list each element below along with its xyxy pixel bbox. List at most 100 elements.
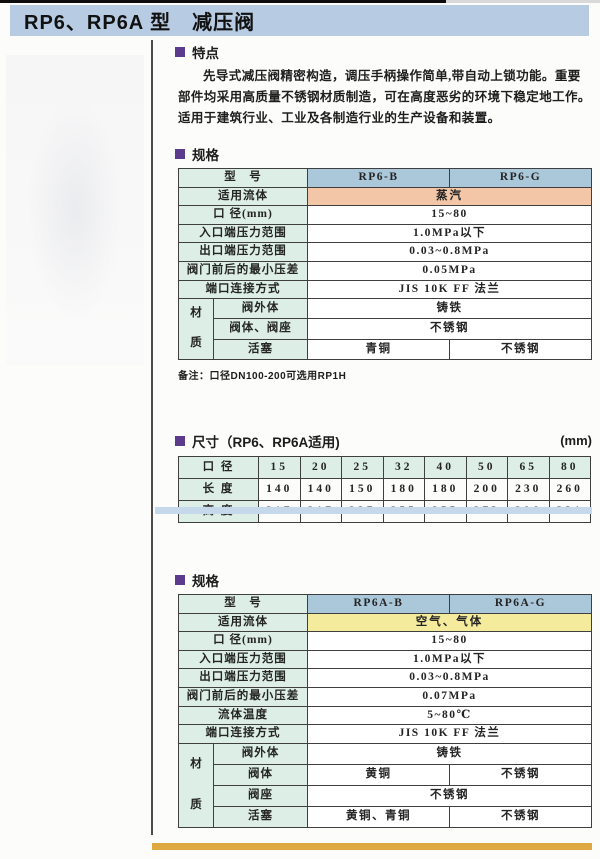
dims-size-label-cell: 口 径 [178,455,259,479]
inlet-label-cell: 入口端压力范围 [178,649,308,670]
scan-edge-strip-light [446,0,600,3]
table-row: 活塞 黄铜、青铜 不锈钢 [179,805,592,828]
page-title-bar: RP6、RP6A 型 减压阀 [10,5,589,36]
product-photo-faint [6,55,144,365]
vertical-divider [151,40,153,835]
body-seat-label-cell: 阀体、阀座 [213,318,308,340]
spec-rp6a-heading-label: 规格 [192,573,219,589]
spec-rp6-heading-label: 规格 [192,148,219,163]
dimensions-unit-label: (mm) [560,433,592,449]
piston-label-cell: 活塞 [213,338,308,360]
spec-rp6a-table: 型 号 RP6A-B RP6A-G 适用流体 空气、气体 口 径(mm) 15~… [178,593,592,828]
min-diff-label-cell: 阀门前后的最小压差 [178,260,308,281]
material-group-cell: 材质 [178,298,214,360]
content-column: 特点 先导式减压阀精密构造，调压手柄操作简单,带自动上锁功能。重要部件均采用高质… [163,40,595,828]
spec-rp6a-heading: 规格 [175,570,595,590]
table-row: 阀座 不锈钢 [179,784,592,807]
dims-size-cell: 50 [465,455,508,479]
fluid-value-cell: 空气、气体 [307,612,592,633]
model-b-cell: RP6-B [307,168,450,188]
piston-b-value-cell: 黄铜、青铜 [307,805,450,828]
dims-length-cell: 230 [507,477,550,501]
table-row: 入口端压力范围 1.0MPa以下 [178,649,592,670]
connection-label-cell: 端口连接方式 [178,724,308,744]
dims-size-cell: 80 [548,455,591,479]
dims-size-cell: 40 [424,455,467,479]
outlet-value-cell: 0.03~0.8MPa [307,668,592,688]
dimensions-heading: 尺寸（RP6、RP6A适用) [175,431,340,451]
table-row: 流体温度 5~80℃ [178,705,592,726]
table-row: 阀体 黄铜 不锈钢 [179,763,592,786]
dims-length-label-cell: 长 度 [178,477,259,501]
features-paragraph: 先导式减压阀精密构造，调压手柄操作简单,带自动上锁功能。重要部件均采用高质量不锈… [178,69,591,125]
outlet-label-cell: 出口端压力范围 [178,242,308,262]
scan-edge-strip [0,0,446,3]
body-outer-value-cell: 铸铁 [307,298,592,320]
square-bullet-icon [175,47,185,57]
bottom-accent-bar [152,843,592,850]
dims-size-cell: 15 [258,455,301,479]
table-row: 活塞 青铜 不锈钢 [179,338,592,360]
table-row: 口 径(mm) 15~80 [178,631,592,651]
outlet-label-cell: 出口端压力范围 [178,668,308,688]
features-heading-label: 特点 [192,46,219,61]
page-title: RP6、RP6A 型 减压阀 [24,12,256,34]
size-label-cell: 口 径(mm) [178,205,308,225]
table-row: 入口端压力范围 1.0MPa以下 [178,223,592,244]
dims-size-cell: 25 [341,455,384,479]
connection-value-cell: JIS 10K FF 法兰 [307,279,592,300]
table-row: 适用流体 蒸汽 [178,186,592,207]
dimensions-heading-row: 尺寸（RP6、RP6A适用) (mm) [163,431,595,451]
seat-value-cell: 不锈钢 [307,784,592,807]
spec-rp6-heading: 规格 [175,144,595,164]
seat-label-cell: 阀座 [213,784,308,807]
table-row: 出口端压力范围 0.03~0.8MPa [178,242,592,262]
fluid-label-cell: 适用流体 [178,612,308,633]
size-value-cell: 15~80 [307,631,592,651]
body-g-value-cell: 不锈钢 [449,763,592,786]
dims-length-cell: 260 [548,477,591,501]
size-value-cell: 15~80 [307,205,592,225]
temp-label-cell: 流体温度 [178,705,308,726]
square-bullet-icon [175,149,185,159]
piston-label-cell: 活塞 [213,805,308,828]
min-diff-label-cell: 阀门前后的最小压差 [178,686,308,707]
material-group-label: 材质 [190,757,202,812]
body-outer-label-cell: 阀外体 [213,742,308,765]
model-label-cell: 型 号 [178,593,308,614]
inlet-value-cell: 1.0MPa以下 [307,223,592,244]
spec-rp6-note: 备注：口径DN100-200可选用RP1H [178,370,347,382]
dimensions-heading-label: 尺寸（RP6、RP6A适用) [192,434,340,450]
piston-g-value-cell: 不锈钢 [449,805,592,828]
body-outer-value-cell: 铸铁 [307,742,592,765]
dims-length-cell: 140 [258,477,301,501]
table-row: 阀门前后的最小压差 0.07MPa [178,686,592,707]
table-row: 长 度 140 140 150 180 180 200 230 260 [178,477,591,501]
table-row: 阀体、阀座 不锈钢 [179,318,592,340]
fluid-value-cell: 蒸汽 [307,186,592,207]
dims-length-cell: 180 [382,477,425,501]
table-row: 型 号 RP6A-B RP6A-G [178,593,592,614]
dims-size-cell: 65 [507,455,550,479]
material-group-cell: 材质 [178,742,214,828]
table-row: 出口端压力范围 0.03~0.8MPa [178,668,592,688]
material-group-label: 材质 [190,307,202,350]
body-label-cell: 阀体 [213,763,308,786]
min-diff-value-cell: 0.07MPa [307,686,592,707]
features-heading: 特点 [175,42,595,62]
spec-rp6-table: 型 号 RP6-B RP6-G 适用流体 蒸汽 口 径(mm) 15~80 入口… [178,168,592,360]
piston-b-value-cell: 青铜 [307,338,450,360]
size-label-cell: 口 径(mm) [178,631,308,651]
model-label-cell: 型 号 [178,168,308,188]
table-row: 口 径 15 20 25 32 40 50 65 80 [178,455,591,479]
table-row: 端口连接方式 JIS 10K FF 法兰 [178,279,592,300]
min-diff-value-cell: 0.05MPa [307,260,592,281]
dims-length-cell: 200 [465,477,508,501]
fluid-label-cell: 适用流体 [178,186,308,207]
connection-label-cell: 端口连接方式 [178,279,308,300]
dims-length-cell: 180 [424,477,467,501]
inlet-label-cell: 入口端压力范围 [178,223,308,244]
model-b-cell: RP6A-B [307,593,450,614]
piston-g-value-cell: 不锈钢 [449,338,592,360]
